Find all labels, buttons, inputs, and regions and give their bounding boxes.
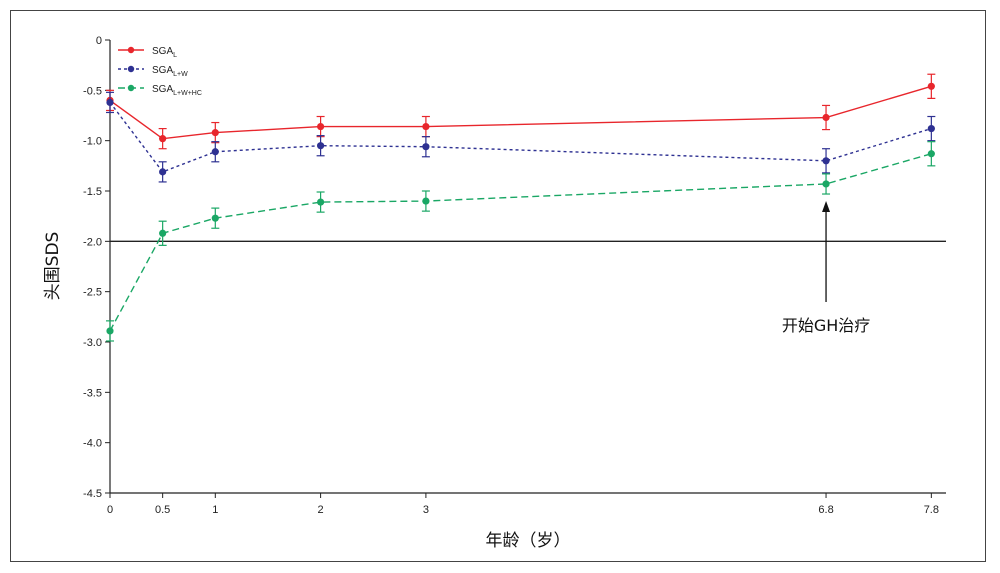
x-tick-label: 0: [107, 504, 113, 516]
data-point: [822, 180, 830, 188]
legend-label: SGAL+W: [152, 65, 188, 78]
annotation-arrow-head: [822, 201, 831, 212]
y-tick-label: -0.5: [83, 85, 102, 97]
y-tick-label: -3.5: [83, 387, 102, 399]
legend-label-main: SGA: [152, 46, 173, 57]
data-point: [422, 143, 430, 151]
x-tick-label: 0.5: [155, 504, 170, 516]
data-point: [317, 142, 325, 150]
y-tick-label: 0: [96, 35, 102, 47]
legend-item: SGAL: [118, 46, 177, 59]
data-point: [159, 135, 167, 143]
series-2: [106, 91, 936, 183]
data-point: [422, 122, 430, 131]
x-tick-label: 6.8: [818, 504, 833, 516]
y-tick-label: -2.0: [83, 236, 102, 248]
annotation-layer: 开始GH治疗: [782, 201, 870, 335]
data-point: [317, 198, 325, 206]
legend-marker: [127, 65, 135, 73]
y-tick-label: -2.5: [83, 287, 102, 299]
data-point: [106, 98, 114, 107]
x-tick-label: 1: [212, 504, 218, 516]
data-point: [927, 124, 935, 133]
axes: [109, 40, 946, 494]
series-layer: [106, 73, 936, 342]
series-line: [109, 85, 932, 140]
legend-marker: [127, 46, 135, 54]
y-tick-label: -4.0: [83, 438, 102, 450]
series-line: [109, 153, 932, 332]
legend-item: SGAL+W+HC: [118, 84, 202, 97]
x-tick-label: 7.8: [924, 504, 939, 516]
y-ticks: 0 -0.5 -1.0 -1.5 -2.0 -2.5 -3.0 -3.5 -4.0 -4.5: [83, 35, 110, 500]
y-tick-label: -3.0: [83, 337, 102, 349]
x-tick-label: 3: [423, 504, 429, 516]
legend-label-main: SGA: [152, 84, 173, 95]
data-point: [211, 214, 219, 222]
y-tick-label: -1.0: [83, 136, 102, 148]
figure-frame: [10, 10, 986, 562]
data-point: [927, 82, 935, 90]
y-tick-label: -1.5: [83, 186, 102, 198]
legend-label: SGAL+W+HC: [152, 84, 202, 97]
legend-marker: [127, 84, 135, 92]
x-tick-label: 2: [318, 504, 324, 516]
data-point: [159, 168, 167, 176]
y-axis-title: 头围SDS: [43, 232, 63, 301]
data-point: [317, 122, 325, 131]
x-ticks: 0 0.5 1 2 3 6.8 7.8: [107, 493, 939, 516]
data-point: [211, 148, 219, 156]
data-point: [159, 229, 167, 237]
data-point: [106, 327, 114, 335]
y-tick-label: -4.5: [83, 488, 102, 500]
legend-label-subscript: L: [173, 52, 177, 59]
data-point: [211, 129, 219, 137]
series-line: [109, 101, 932, 173]
data-point: [422, 197, 430, 205]
legend-item: SGAL+W: [118, 65, 188, 78]
data-point: [822, 157, 830, 165]
series-3: [106, 141, 936, 342]
data-point: [927, 150, 935, 158]
legend-label-subscript: L+W+HC: [173, 90, 202, 97]
legend-label-main: SGA: [152, 65, 173, 76]
data-point: [822, 113, 830, 122]
x-axis-title: 年龄（岁）: [486, 531, 571, 551]
annotation-label: 开始GH治疗: [782, 316, 870, 335]
legend-label: SGAL: [152, 46, 177, 59]
series-1: [106, 73, 936, 150]
legend-label-subscript: L+W: [173, 71, 188, 78]
